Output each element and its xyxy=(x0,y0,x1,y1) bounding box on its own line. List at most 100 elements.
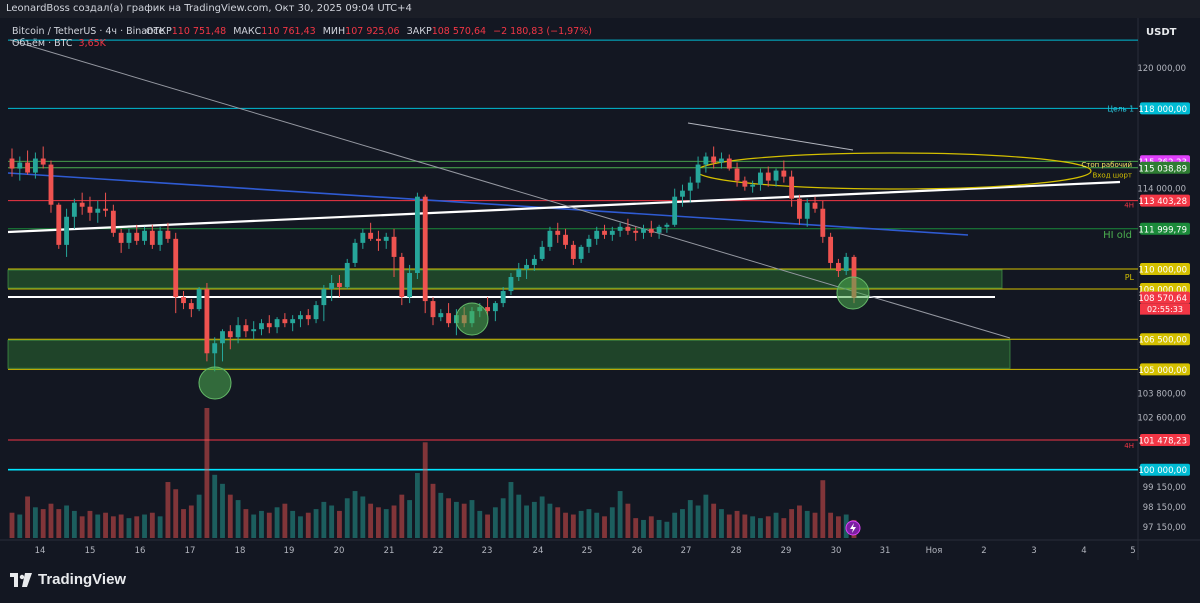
countdown-badge xyxy=(1140,303,1190,315)
volume-bar xyxy=(243,509,249,538)
volume-bar xyxy=(134,516,140,538)
volume-bar xyxy=(703,494,709,538)
volume-bar xyxy=(812,512,818,538)
candle-body xyxy=(687,182,693,191)
legend-ohlc: ОТКР110 751,48 МАКС110 761,43 МИН107 925… xyxy=(146,26,592,37)
highlight-circle xyxy=(198,366,232,400)
candle-body xyxy=(742,180,748,187)
volume-bar xyxy=(110,516,116,538)
candle-body xyxy=(617,226,623,231)
legend-close: 108 570,64 xyxy=(432,26,486,37)
time-tick-label: 27 xyxy=(681,546,692,556)
candle-body xyxy=(508,276,514,292)
volume-bar xyxy=(227,494,233,538)
volume-bar xyxy=(797,505,802,538)
candle-body xyxy=(40,158,46,165)
candle-body xyxy=(820,208,826,237)
candle-body xyxy=(126,232,132,243)
price-label-text: 105 000,00 xyxy=(1138,366,1187,376)
candle-body xyxy=(227,331,233,338)
candle-body xyxy=(734,168,740,181)
candle-body xyxy=(703,156,709,165)
candle-body xyxy=(711,156,717,163)
candle-body xyxy=(547,230,553,247)
volume-bar xyxy=(477,510,483,538)
volume-bar xyxy=(633,518,639,538)
legend-volume-value: 3,65K xyxy=(79,38,107,49)
volume-bar xyxy=(664,521,670,538)
candle-body xyxy=(87,206,93,213)
price-tick-label: 98 150,00 xyxy=(1143,503,1186,513)
price-label-badge xyxy=(1140,434,1190,447)
price-label-badge xyxy=(1140,222,1190,235)
candle-body xyxy=(220,331,225,344)
time-tick-label: 19 xyxy=(284,546,295,556)
volume-bar xyxy=(453,501,459,538)
legend-close-label: ЗАКР xyxy=(407,26,432,37)
volume-bar xyxy=(555,507,561,538)
volume-bar xyxy=(758,518,763,538)
candle-body xyxy=(157,230,163,245)
candle-body xyxy=(305,315,311,320)
price-label-text: 113 403,28 xyxy=(1138,197,1187,207)
candle-body xyxy=(337,283,342,288)
time-tick-label: 3 xyxy=(1031,546,1036,556)
price-label-badge xyxy=(1140,194,1190,207)
candle-body xyxy=(500,291,506,304)
volume-bar xyxy=(430,483,436,538)
time-tick-label: 29 xyxy=(781,546,792,556)
volume-bar xyxy=(157,516,163,538)
volume-bar xyxy=(711,503,717,538)
candle-body xyxy=(773,170,779,181)
volume-bar xyxy=(32,507,38,538)
candle-body xyxy=(352,242,358,263)
volume-bar xyxy=(376,507,381,538)
chart-annotation: PL xyxy=(1125,273,1135,282)
candle-body xyxy=(383,236,389,241)
volume-bar xyxy=(48,503,54,538)
time-tick-label: 2 xyxy=(981,546,986,556)
volume-bar xyxy=(765,516,771,538)
volume-bar xyxy=(25,496,31,538)
candle-body xyxy=(843,256,849,271)
volume-bar xyxy=(352,491,358,538)
candle-body xyxy=(695,164,701,183)
time-tick-label: Ноя xyxy=(926,546,943,556)
candle-body xyxy=(329,283,335,290)
candle-body xyxy=(79,202,85,207)
price-label-text: 110 000,00 xyxy=(1138,265,1187,275)
candle-body xyxy=(750,184,756,187)
volume-bar xyxy=(438,492,444,538)
volume-bar xyxy=(383,509,389,538)
price-tick-label: 99 150,00 xyxy=(1143,483,1186,493)
price-label-text: 101 478,23 xyxy=(1138,437,1187,447)
chart-annotation: Вход шорт xyxy=(1092,172,1132,180)
candle-body xyxy=(492,303,498,312)
volume-bar xyxy=(64,505,69,538)
volume-bar xyxy=(469,500,475,538)
footer xyxy=(0,560,1200,603)
volume-bar xyxy=(337,510,342,538)
volume-bar xyxy=(602,516,607,538)
volume-bar xyxy=(789,509,795,538)
candle-body xyxy=(804,202,810,219)
legend-volume-label: Объём · BTC xyxy=(12,38,73,49)
volume-bar xyxy=(641,519,646,538)
candle-body xyxy=(103,208,108,211)
candle-body xyxy=(586,238,592,247)
candle-body xyxy=(438,313,444,318)
price-label-text: 115 038,89 xyxy=(1138,164,1187,174)
volume-bar xyxy=(266,512,272,538)
candle-body xyxy=(812,202,818,209)
volume-bar xyxy=(570,514,576,538)
chart-annotation: 4H xyxy=(1124,442,1134,450)
candle-body xyxy=(594,230,600,239)
candle-body xyxy=(321,289,327,306)
tradingview-logo[interactable]: TradingView xyxy=(10,571,126,588)
volume-bar xyxy=(305,512,311,538)
volume-bar xyxy=(259,510,264,538)
volume-bar xyxy=(165,482,171,538)
volume-bar xyxy=(726,514,732,538)
